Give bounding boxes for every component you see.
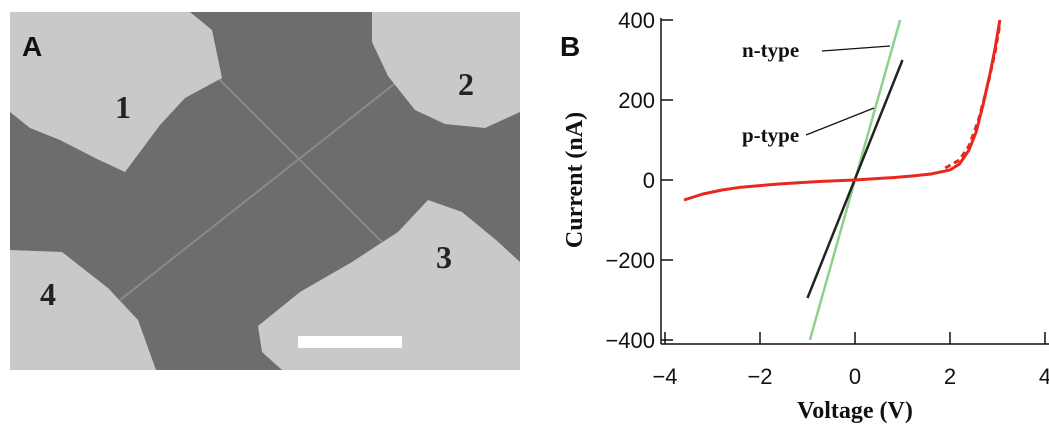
y-tick-label: 0: [643, 168, 655, 193]
sem-image: A 1 2 3 4: [10, 12, 520, 370]
annotation: p-type: [742, 123, 799, 147]
electrode: [372, 12, 520, 128]
electrode-label: 1: [115, 89, 131, 125]
electrode-label: 3: [436, 239, 452, 275]
x-tick-label: −2: [747, 364, 772, 389]
y-tick-label: 400: [618, 8, 655, 33]
panel-label: A: [22, 31, 42, 62]
scale-bar: [298, 336, 402, 348]
y-tick-label: 200: [618, 88, 655, 113]
x-axis-title: Voltage (V): [797, 398, 913, 424]
series-line: [683, 19, 1002, 202]
electrode: [258, 200, 520, 370]
electrode-label: 2: [458, 66, 474, 102]
annotation: n-type: [742, 38, 799, 62]
annotation-leader: [821, 45, 891, 52]
x-tick-label: 2: [944, 364, 956, 389]
electrode-label: 4: [40, 276, 56, 312]
panel-label: B: [560, 31, 580, 62]
y-tick-label: −200: [605, 248, 655, 273]
electrode: [10, 250, 156, 370]
x-tick-label: 4: [1039, 364, 1049, 389]
electrode: [10, 12, 222, 172]
y-axis-title: Current (nA): [562, 112, 588, 248]
y-tick-label: −400: [605, 328, 655, 353]
annotation-leader: [805, 107, 875, 136]
series-line: [944, 23, 1002, 170]
x-tick-label: −4: [652, 364, 677, 389]
x-tick-label: 0: [849, 364, 861, 389]
